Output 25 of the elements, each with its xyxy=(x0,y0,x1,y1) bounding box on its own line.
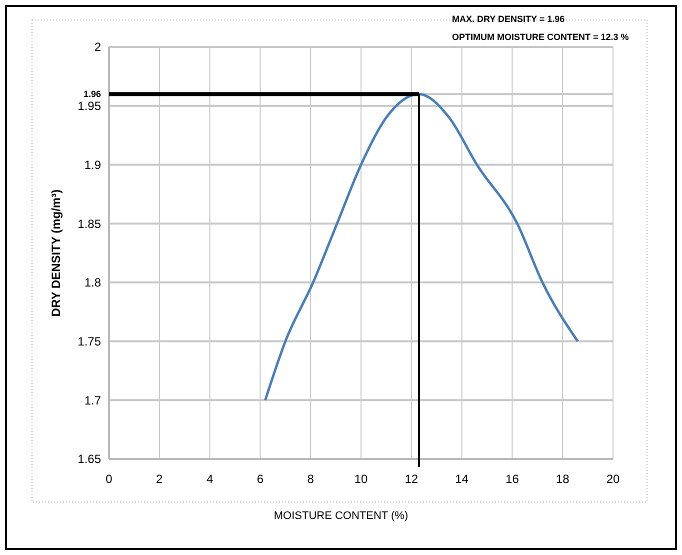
y-axis-title: DRY DENSITY (mg/m³) xyxy=(49,189,63,317)
x-axis-title: MOISTURE CONTENT (%) xyxy=(274,510,408,522)
x-tick-label: 6 xyxy=(256,472,264,486)
x-tick-label: 2 xyxy=(156,472,164,486)
y-tick-label: 1.7 xyxy=(84,393,102,408)
y-tick-label: 1.8 xyxy=(84,276,102,290)
x-tick-label: 16 xyxy=(506,472,520,486)
y-tick-label: 2 xyxy=(94,40,102,54)
y-tick-label: 1.85 xyxy=(78,216,102,231)
x-tick-label: 18 xyxy=(556,472,570,486)
text: OPTIMUM MOISTURE CONTENT = 12.3 % xyxy=(452,32,629,42)
x-tick-label: 14 xyxy=(455,472,469,486)
y-tick-label: 1.9 xyxy=(84,158,102,172)
y-tick-label: 1.75 xyxy=(78,334,102,348)
x-tick-label: 4 xyxy=(206,472,214,486)
x-tick-label: 12 xyxy=(404,472,418,486)
y-tick-label: 1.96 xyxy=(83,89,101,100)
x-tick-label: 10 xyxy=(354,472,368,486)
x-tick-label: 8 xyxy=(307,472,314,486)
text: MAX. DRY DENSITY = 1.96 xyxy=(452,14,565,24)
y-tick-label: 1.65 xyxy=(78,452,102,466)
x-tick-label: 0 xyxy=(106,472,113,486)
y-tick-label: 1.95 xyxy=(78,99,102,114)
x-tick-label: 20 xyxy=(606,472,620,486)
line-series xyxy=(264,92,579,402)
